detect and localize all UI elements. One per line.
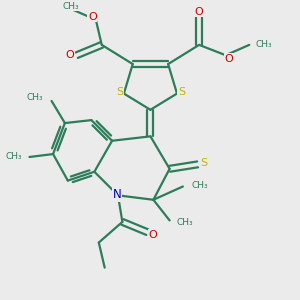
Text: O: O [148, 230, 157, 240]
Text: CH₃: CH₃ [191, 181, 208, 190]
Text: S: S [201, 158, 208, 168]
Text: CH₃: CH₃ [62, 2, 79, 11]
Text: CH₃: CH₃ [255, 40, 272, 50]
Text: O: O [195, 7, 203, 16]
Text: O: O [224, 54, 233, 64]
Text: CH₃: CH₃ [177, 218, 194, 227]
Text: O: O [66, 50, 75, 60]
Text: S: S [116, 87, 123, 97]
Text: CH₃: CH₃ [26, 94, 43, 103]
Text: CH₃: CH₃ [5, 152, 22, 161]
Text: S: S [178, 87, 185, 97]
Text: O: O [88, 12, 97, 22]
Text: N: N [113, 188, 122, 201]
